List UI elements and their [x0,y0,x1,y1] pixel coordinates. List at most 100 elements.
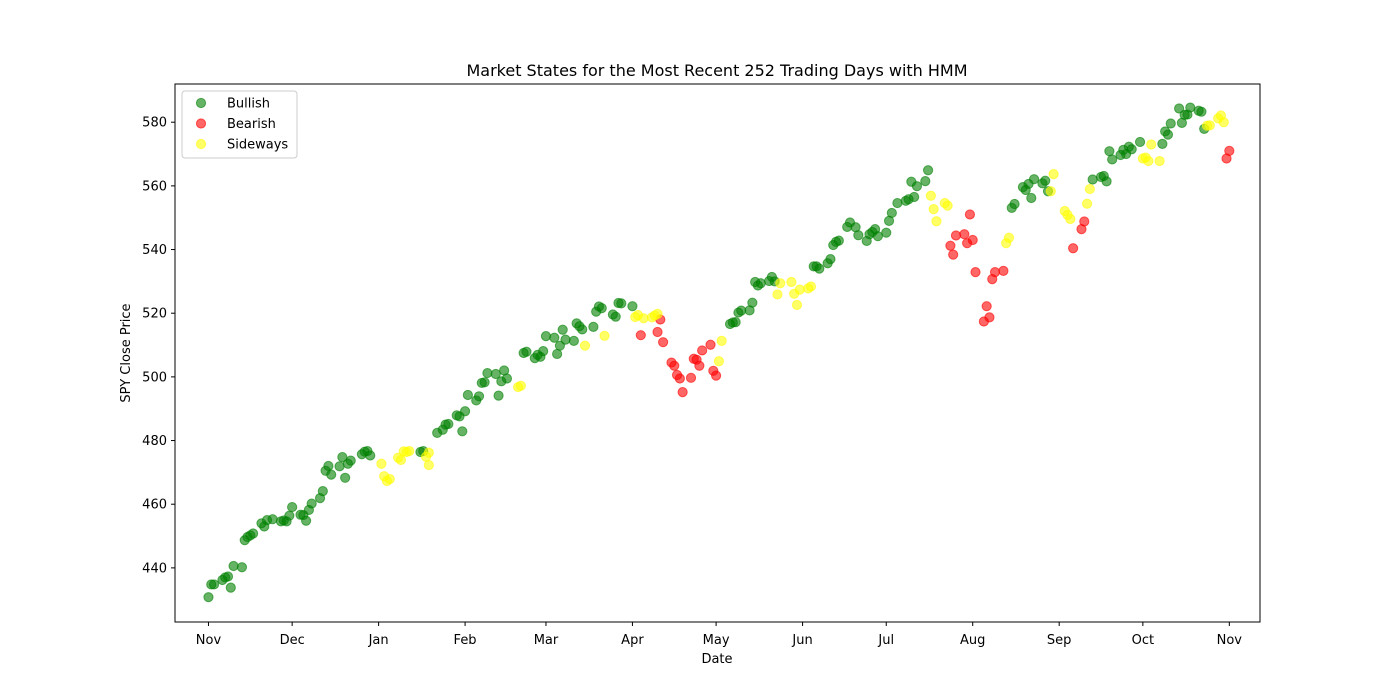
point-bearish-19 [950,230,962,241]
y-tick-label-1: 460 [142,498,167,513]
x-tick-label-6: May [703,633,730,648]
point-sideways-49 [1146,139,1157,150]
point-bearish-5 [669,360,680,371]
point-bullish-2 [208,579,220,590]
point-sideways-55 [1218,117,1229,128]
point-bullish-7 [228,560,239,572]
point-bullish-53 [473,391,485,402]
point-bullish-85 [616,298,627,309]
point-bullish-31 [326,469,337,480]
point-bullish-83 [610,311,621,322]
point-bearish-14 [705,339,716,350]
y-tick-label-3: 500 [142,370,167,385]
y-tick-label-5: 540 [142,243,167,258]
point-sideways-14 [579,340,591,351]
point-bearish-33 [1079,216,1090,227]
point-bullish-129 [1009,198,1020,210]
point-bullish-24 [300,515,312,526]
point-sideways-28 [791,299,803,311]
point-bullish-96 [755,278,766,289]
x-tick-label-12: Nov [1217,633,1243,648]
point-bullish-0 [203,592,214,603]
point-bullish-116 [872,231,883,242]
legend-label-sideways: Sideways [227,138,288,153]
y-axis: 440 460 480 500 520 540 560 580 [142,116,175,576]
point-bullish-5 [222,571,234,582]
point-bullish-51 [462,389,473,401]
point-sideways-40 [1048,168,1059,180]
point-bearish-13 [697,345,708,356]
point-bullish-104 [825,253,836,265]
point-bearish-0 [635,330,646,341]
point-bearish-31 [1068,243,1079,254]
point-bearish-29 [989,267,1001,278]
point-bullish-152 [1162,129,1174,140]
point-sideways-5 [395,454,407,466]
point-bullish-154 [1174,103,1185,114]
y-tick-label-0: 440 [142,561,167,576]
point-bullish-74 [568,335,579,346]
point-bullish-61 [501,373,513,384]
point-bearish-30 [998,265,1009,276]
point-bullish-93 [747,297,758,308]
point-bearish-16 [711,370,722,381]
legend-marker-bullish [195,97,207,109]
point-bullish-138 [1087,174,1098,185]
point-bullish-160 [1196,106,1207,117]
point-bearish-9 [685,372,697,383]
x-axis-title: Date [701,652,732,667]
point-bullish-12 [248,528,259,539]
point-bullish-55 [479,377,490,388]
x-tick-label-4: Mar [534,633,559,648]
point-bullish-102 [814,263,825,274]
point-sideways-10 [423,459,434,471]
point-bullish-73 [560,334,571,345]
point-sideways-13 [515,380,526,391]
x-tick-label-2: Jan [368,633,389,648]
point-bearish-26 [981,301,992,312]
point-bullish-124 [909,191,920,203]
point-bullish-63 [521,346,532,357]
x-tick-label-7: Jun [791,633,812,648]
point-sideways-0 [376,458,387,469]
point-bullish-49 [457,426,468,437]
point-bullish-136 [1040,175,1051,186]
point-bullish-68 [540,331,552,342]
point-bullish-141 [1101,176,1112,187]
point-bullish-8 [236,562,248,573]
point-bullish-86 [627,301,638,312]
point-bullish-46 [443,418,454,430]
point-bullish-21 [287,501,298,513]
point-sideways-44 [1081,198,1093,209]
point-bullish-127 [922,165,934,176]
point-sideways-24 [772,289,783,300]
point-bullish-56 [482,367,493,379]
point-bearish-8 [677,387,688,398]
y-axis-title: SPY Close Price [119,303,134,402]
point-sideways-29 [794,284,805,295]
point-bullish-126 [920,175,931,187]
point-bullish-36 [345,455,356,466]
point-bullish-57 [490,368,501,380]
point-bullish-72 [557,324,568,335]
point-bearish-20 [959,229,970,240]
points-layer [203,102,1235,603]
point-sideways-22 [713,356,724,367]
x-tick-label-3: Feb [454,633,477,648]
point-sideways-23 [716,335,727,346]
point-sideways-26 [786,276,797,288]
point-sideways-45 [1084,183,1095,195]
point-bullish-50 [459,406,471,417]
point-bullish-120 [892,197,903,209]
point-bullish-117 [881,227,892,238]
point-sideways-34 [931,216,942,227]
point-bullish-78 [588,321,599,332]
legend-box [181,90,298,159]
point-sideways-48 [1143,155,1154,167]
point-bullish-134 [1028,174,1040,185]
point-bullish-119 [886,207,897,219]
point-bearish-22 [964,209,976,220]
point-bullish-143 [1107,154,1118,165]
